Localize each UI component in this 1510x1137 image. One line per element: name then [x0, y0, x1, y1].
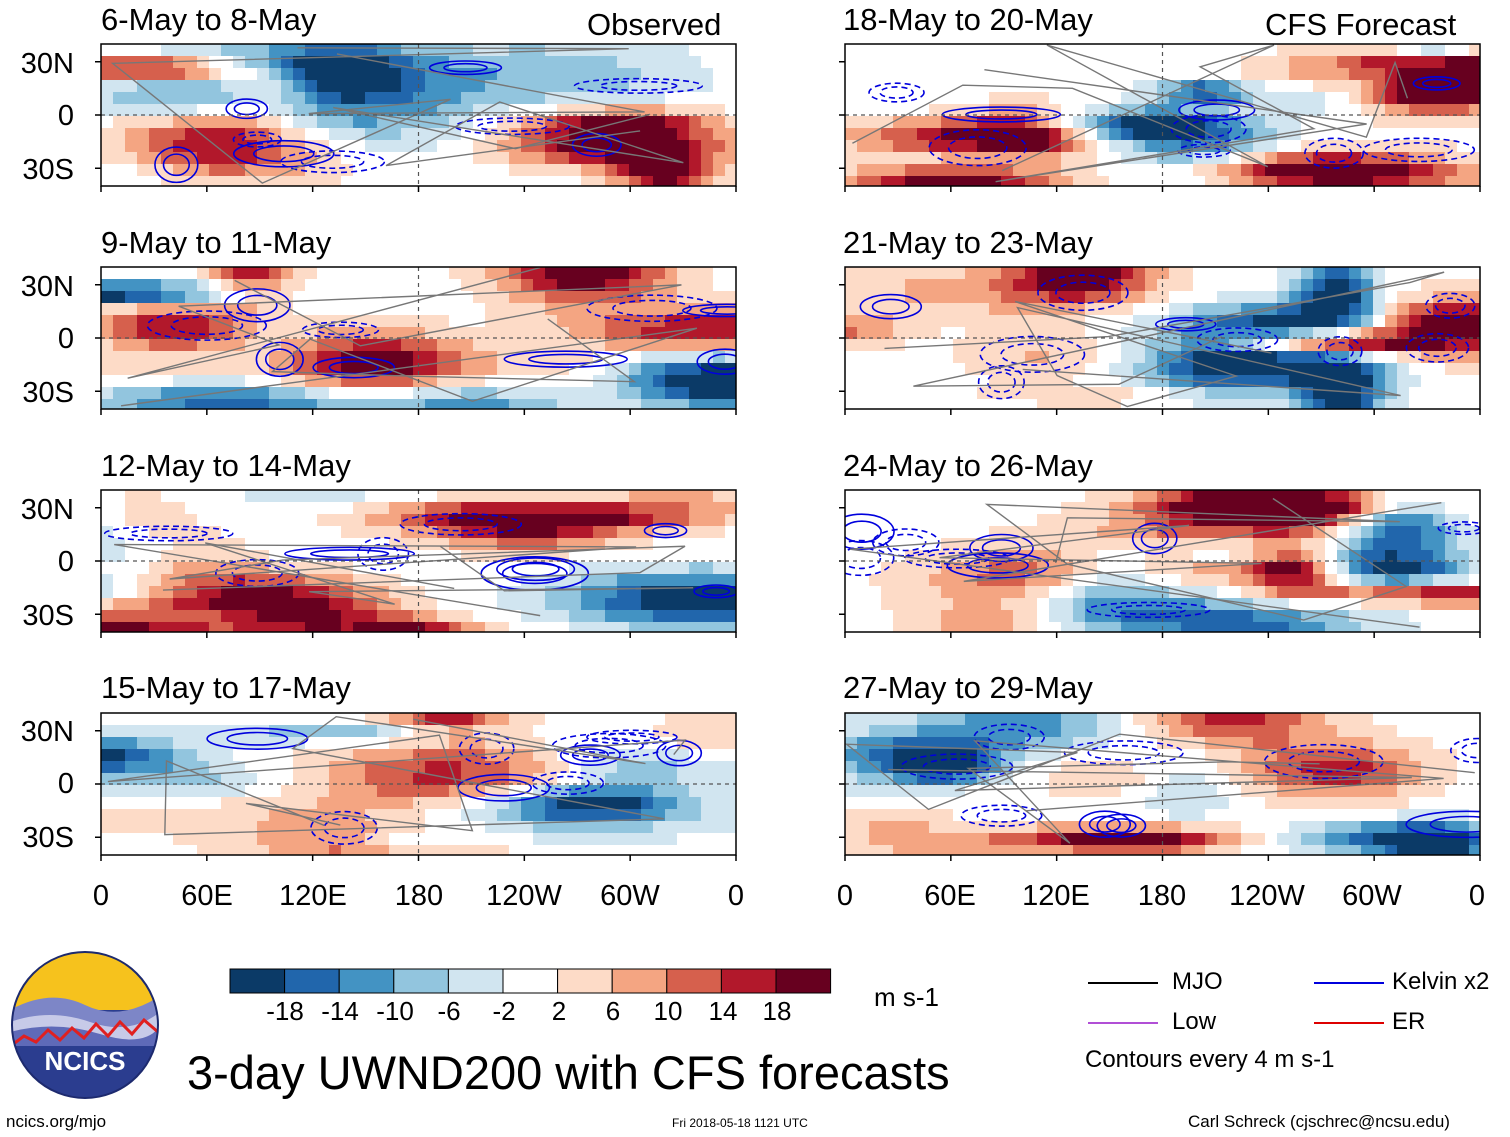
map-panel-3 [95, 489, 737, 638]
lon-label-60w-right: 60W [1342, 880, 1402, 912]
legend-label-er: ER [1392, 1008, 1426, 1035]
lat-label-30s-p3: 30S [22, 600, 74, 632]
colorbar-swatch-11 [775, 968, 832, 994]
map-panel-1 [95, 43, 737, 192]
panel-title-7: 24-May to 26-May [843, 448, 1093, 483]
colorbar-label-9: 14 [708, 996, 738, 1026]
map-panel-4 [95, 712, 737, 861]
lon-label-120e-left: 120E [279, 880, 347, 912]
lat-label-eq-p2: 0 [57, 323, 74, 355]
colorbar-swatch-10 [720, 968, 777, 994]
lon-label-120w-right: 120W [1229, 880, 1305, 912]
map-panel-2 [95, 266, 737, 415]
colorbar-swatch-8 [611, 968, 668, 994]
lat-label-eq-p4: 0 [57, 768, 74, 800]
colorbar-label-1: -18 [266, 996, 304, 1026]
legend-line-kelvin [1314, 982, 1384, 984]
contour-note: Contours every 4 m s-1 [1085, 1046, 1335, 1073]
panel-title-8: 27-May to 29-May [843, 670, 1093, 705]
panel-title-1: 6-May to 8-May [101, 2, 317, 37]
panel-title-4: 15-May to 17-May [101, 670, 351, 705]
lat-label-30s-p2: 30S [22, 377, 74, 409]
colorbar-label-10: 18 [762, 996, 792, 1026]
legend-line-mjo [1088, 982, 1158, 984]
colorbar-swatch-2 [284, 968, 340, 994]
observed-label: Observed [587, 7, 722, 42]
lat-label-eq-p1: 0 [57, 100, 74, 132]
colorbar-label-8: 10 [653, 996, 683, 1026]
lon-label-180-left: 180 [394, 880, 444, 912]
panel-title-2: 9-May to 11-May [101, 225, 332, 260]
lat-label-30n-p3: 30N [20, 494, 74, 526]
legend-line-er [1314, 1022, 1384, 1024]
colorbar-label-3: -10 [376, 996, 414, 1026]
lon-label-120w-left: 120W [486, 880, 562, 912]
map-panel-6 [839, 266, 1481, 415]
colorbar-label-6: 2 [551, 996, 567, 1026]
legend-label-mjo: MJO [1172, 968, 1223, 995]
lon-label-120e-right: 120E [1022, 880, 1090, 912]
lat-label-30n-p1: 30N [20, 48, 74, 80]
colorbar-swatch-3 [338, 968, 395, 994]
colorbar-label-5: -2 [492, 996, 516, 1026]
forecast-label: CFS Forecast [1265, 7, 1457, 42]
footer-timestamp: Fri 2018-05-18 1121 UTC [672, 1116, 808, 1130]
lon-label-180-right: 180 [1137, 880, 1187, 912]
panel-title-6: 21-May to 23-May [843, 225, 1093, 260]
colorbar-label-2: -14 [321, 996, 359, 1026]
lon-label-60e-left: 60E [181, 880, 233, 912]
colorbar-swatch-1 [229, 968, 286, 994]
lon-label-0-left: 0 [92, 880, 110, 912]
lat-label-30n-p4: 30N [20, 716, 74, 748]
lat-label-30n-p2: 30N [20, 271, 74, 303]
lon-label-60e-right: 60E [924, 880, 976, 912]
lon-label-60w-left: 60W [600, 880, 660, 912]
colorbar-swatch-5 [447, 968, 504, 994]
ncics-logo: NCICS [11, 951, 159, 1099]
map-panel-8 [839, 712, 1481, 861]
panel-title-5: 18-May to 20-May [843, 2, 1093, 37]
lon-label-0-right: 0 [836, 880, 854, 912]
figure-title: 3-day UWND200 with CFS forecasts [187, 1046, 950, 1099]
colorbar-label-4: -6 [437, 996, 461, 1026]
lon-label-360-left: 0 [727, 880, 745, 912]
colorbar-units: m s-1 [874, 982, 939, 1012]
lon-label-360-right: 0 [1468, 880, 1486, 912]
footer-url[interactable]: ncics.org/mjo [6, 1112, 107, 1131]
lat-label-30s-p4: 30S [22, 822, 74, 854]
legend-label-kelvin: Kelvin x2 [1392, 968, 1490, 995]
footer-author: Carl Schreck (cjschrec@ncsu.edu) [1188, 1112, 1450, 1131]
colorbar-swatch-6 [502, 968, 559, 994]
logo-text: NCICS [45, 1046, 126, 1076]
legend-line-low [1088, 1022, 1158, 1024]
lat-label-30s-p1: 30S [22, 154, 74, 186]
lat-label-eq-p3: 0 [57, 546, 74, 578]
legend-label-low: Low [1172, 1008, 1217, 1035]
colorbar-swatch-4 [393, 968, 449, 994]
colorbar-swatch-9 [666, 968, 722, 994]
colorbar-label-7: 6 [605, 996, 621, 1026]
colorbar-swatch-7 [557, 968, 613, 994]
panel-title-3: 12-May to 14-May [101, 448, 351, 483]
map-panel-5 [839, 43, 1481, 192]
map-panel-7 [839, 489, 1481, 638]
